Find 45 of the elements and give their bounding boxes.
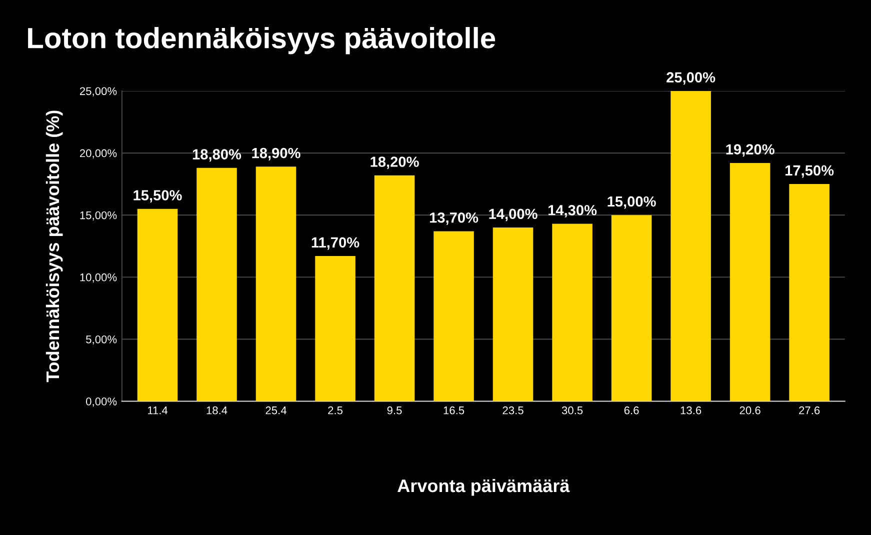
y-axis-title: Todennäköisyys päävoitolle (%) bbox=[46, 110, 63, 382]
data-label: 15,50% bbox=[134, 190, 182, 203]
data-label: 17,50% bbox=[786, 165, 834, 178]
x-tick-label: 9.5 bbox=[387, 406, 402, 414]
y-tick-label: 10,00% bbox=[80, 273, 117, 283]
data-label: 14,30% bbox=[548, 204, 597, 218]
data-label: 18,20% bbox=[370, 156, 419, 170]
bar bbox=[374, 175, 415, 402]
data-label: 18,90% bbox=[252, 148, 300, 160]
x-tick-label: 11.4 bbox=[148, 406, 168, 414]
bar bbox=[789, 184, 830, 402]
bar bbox=[611, 215, 652, 402]
data-label: 18,80% bbox=[192, 149, 242, 162]
bar bbox=[492, 227, 534, 402]
bar bbox=[315, 256, 356, 402]
x-tick-label: 23.5 bbox=[502, 406, 524, 414]
x-tick-label: 16.5 bbox=[444, 406, 464, 414]
y-tick-label: 25,00% bbox=[80, 87, 117, 96]
y-tick-label: 5,00% bbox=[86, 335, 117, 345]
x-tick-label: 6.6 bbox=[624, 406, 639, 414]
y-tick-label: 15,00% bbox=[80, 211, 117, 221]
x-tick-label: 30.5 bbox=[562, 406, 583, 414]
data-label: 14,00% bbox=[489, 208, 538, 222]
x-tick-label: 27.6 bbox=[799, 406, 820, 414]
bar bbox=[434, 231, 474, 402]
data-label: 13,70% bbox=[430, 212, 478, 225]
chart-title: Loton todennäköisyys päävoitolle bbox=[28, 27, 496, 54]
x-tick-label: 2.5 bbox=[328, 406, 343, 414]
bar bbox=[137, 208, 178, 402]
bar bbox=[552, 224, 592, 402]
bar bbox=[670, 90, 711, 402]
x-tick-label: 18.4 bbox=[206, 406, 228, 414]
data-label: 15,00% bbox=[608, 196, 656, 209]
bar bbox=[256, 166, 296, 402]
x-axis-title: Arvonta päivämäärä bbox=[398, 478, 570, 496]
x-tick-label: 13.6 bbox=[680, 406, 702, 414]
data-label: 11,70% bbox=[312, 237, 360, 250]
data-label: 25,00% bbox=[666, 72, 716, 85]
bar bbox=[730, 162, 770, 402]
y-tick-label: 20,00% bbox=[80, 149, 117, 158]
bar bbox=[196, 168, 237, 402]
x-tick-label: 20.6 bbox=[740, 406, 760, 414]
x-tick-label: 25.4 bbox=[266, 406, 286, 414]
data-label: 19,20% bbox=[726, 144, 774, 157]
y-tick-label: 0,00% bbox=[86, 398, 117, 407]
